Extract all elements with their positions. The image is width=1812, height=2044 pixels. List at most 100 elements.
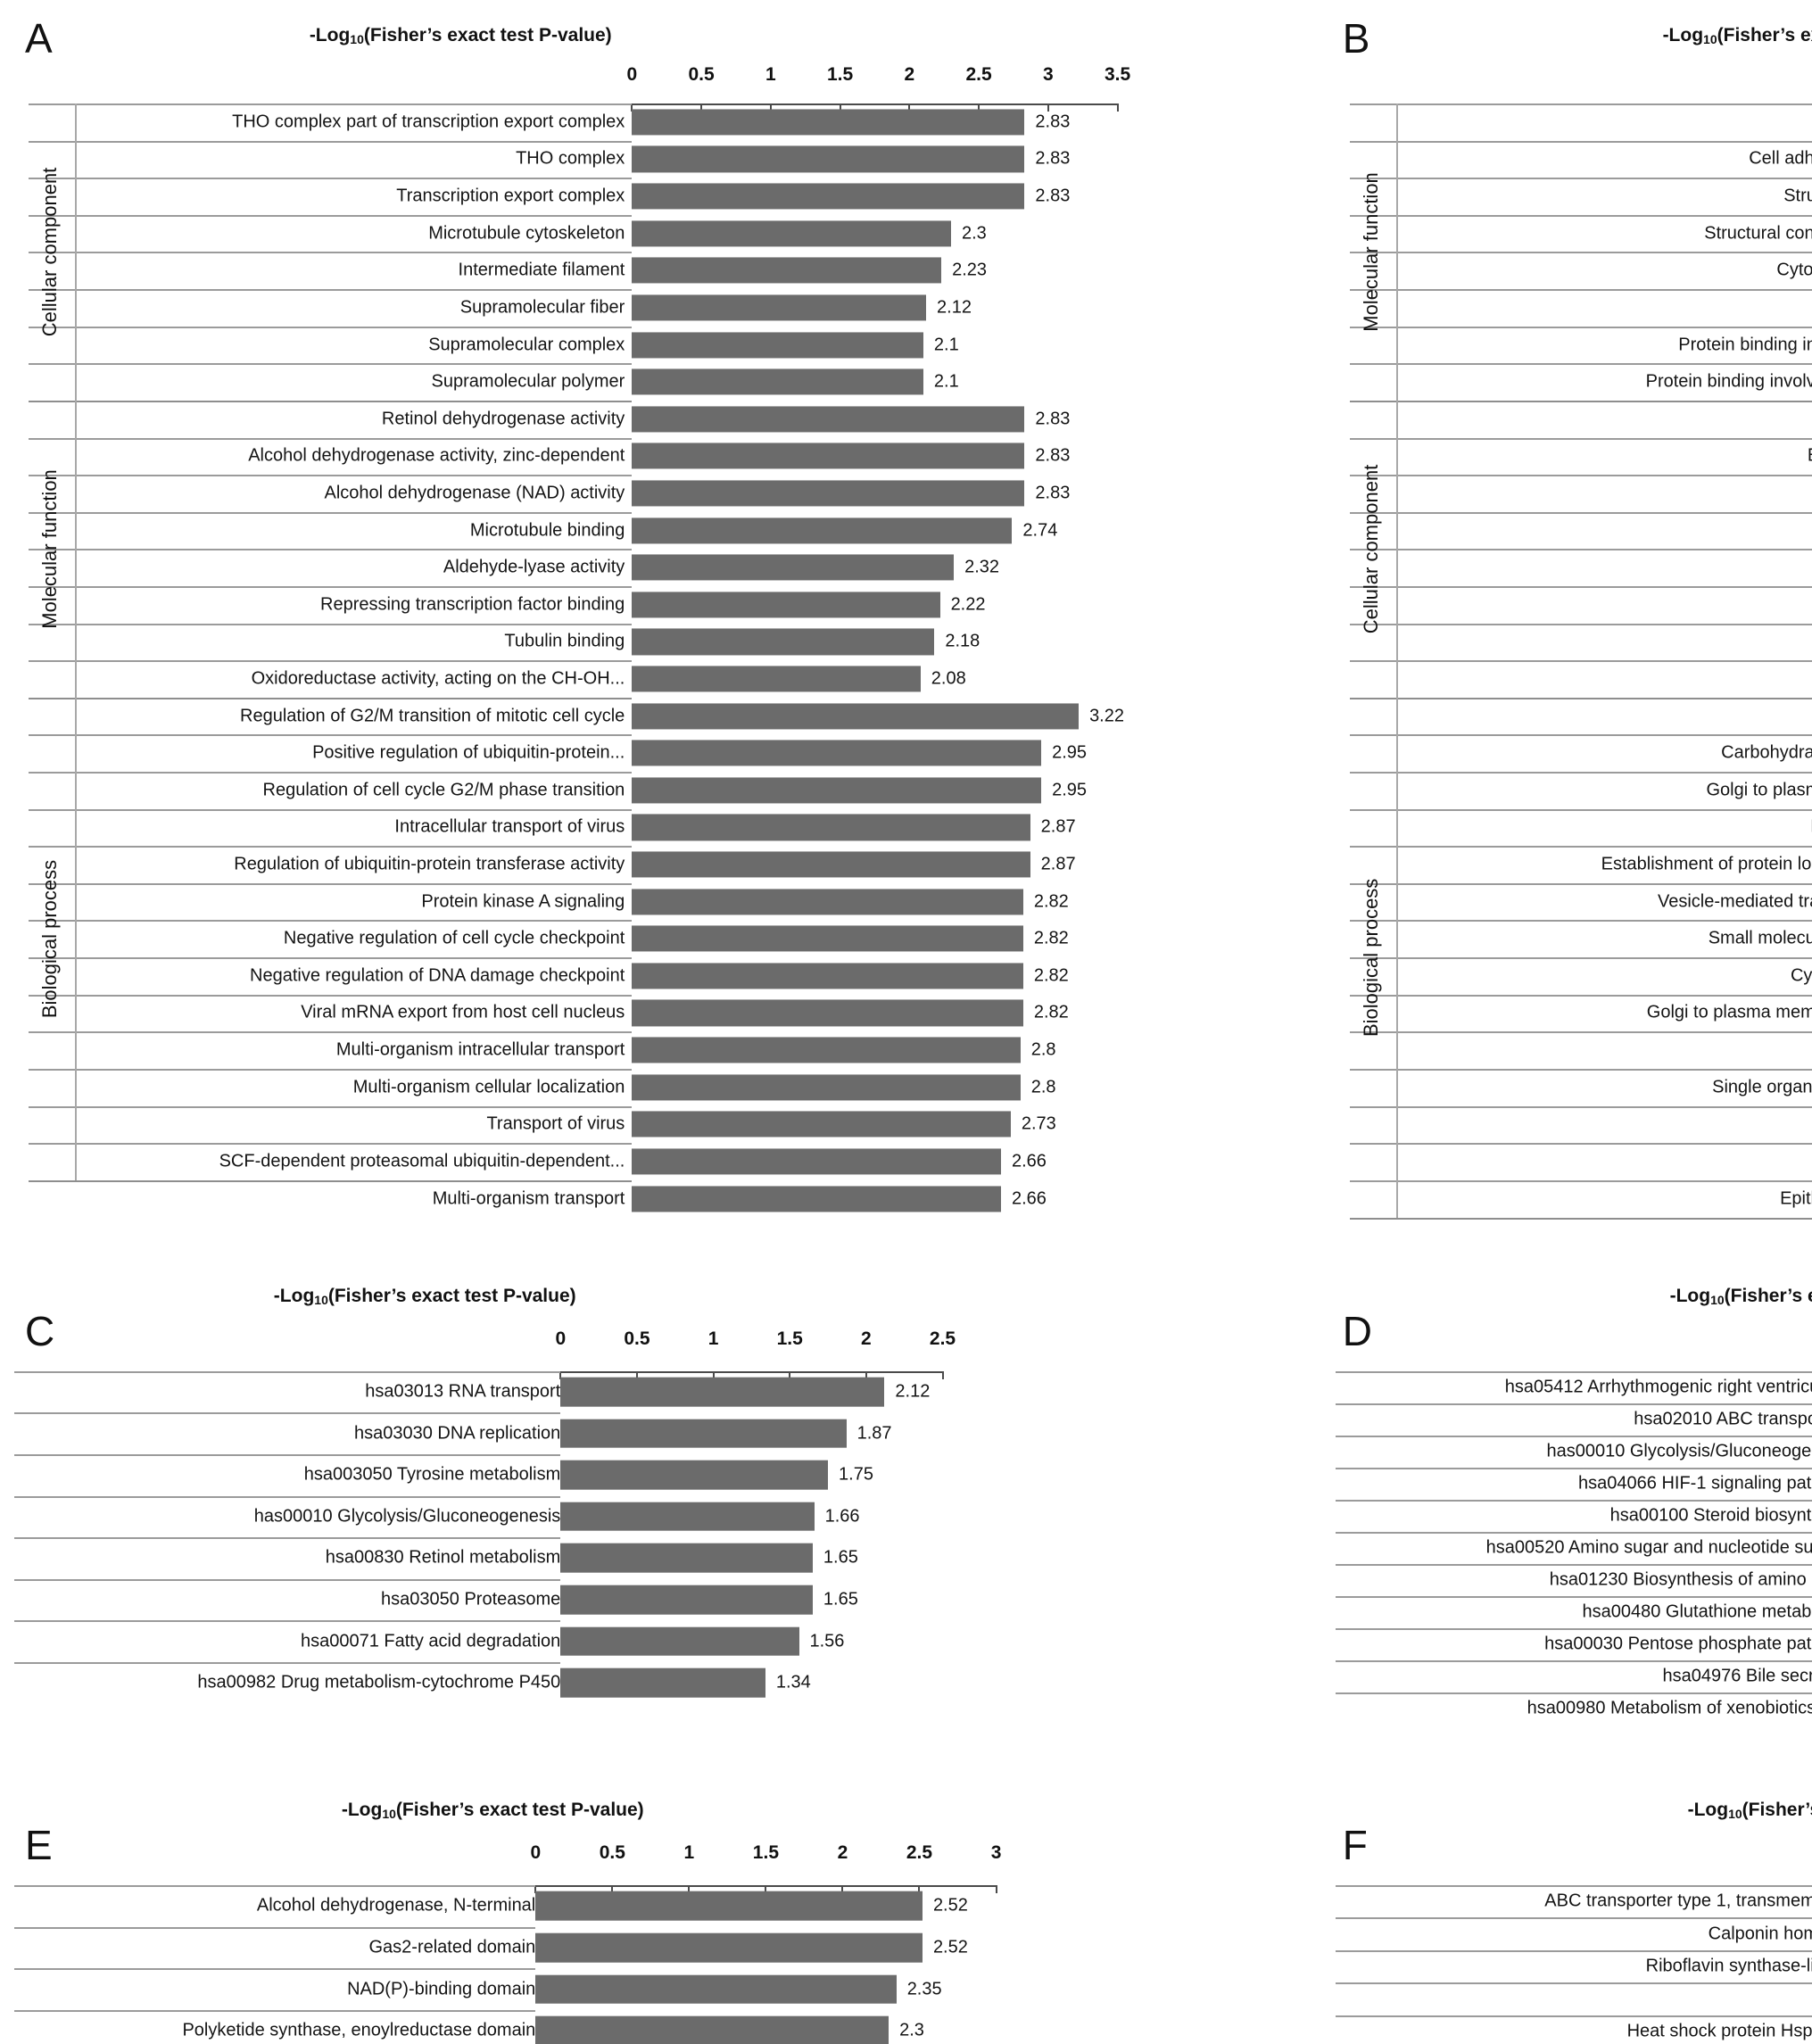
bar-value-label: 2.87	[1040, 816, 1076, 837]
table-row: Viral mRNA export from host cell nucleus…	[14, 994, 1243, 1032]
row-separator	[14, 1370, 561, 1373]
bar-value-label: 1.75	[839, 1464, 873, 1485]
category-label: SoHo domain	[1353, 1990, 1812, 2008]
bar-value-label: 2.52	[932, 1937, 968, 1957]
table-row: hsa05412 Arrhythmogenic right ventricula…	[1335, 1370, 1812, 1403]
axis-tick-label: 1.5	[776, 1328, 803, 1349]
bar-value-label: 2.1	[933, 335, 959, 354]
table-row: hsa003050 Tyrosine metabolism 1.75	[14, 1453, 1068, 1496]
category-label: hsa02010 ABC transporters	[1634, 1409, 1812, 1429]
row-separator	[1349, 363, 1812, 366]
row-separator	[1335, 1949, 1812, 1952]
bar	[560, 1626, 799, 1656]
axis-tick-mark	[712, 1370, 715, 1379]
bar-slot	[560, 1579, 942, 1621]
bar-value-label: 2.18	[945, 631, 980, 651]
row-separator	[1349, 1179, 1812, 1182]
row-separator	[29, 882, 633, 885]
bar-slot	[632, 883, 1117, 921]
bar-slot	[632, 1106, 1117, 1144]
bar-value-label: 2.83	[1035, 409, 1071, 429]
category-label: Alcohol dehydrogenase (NAD) activity	[324, 483, 625, 503]
bar-value-label: 2.87	[1040, 854, 1076, 874]
row-separator	[14, 1968, 536, 1971]
category-label: Aldehyde-lyase activity	[443, 557, 625, 577]
bar	[560, 1377, 885, 1407]
bar-slot	[632, 475, 1117, 512]
category-label: Anchoring junction	[1393, 484, 1812, 502]
category-label: Transcription export complex	[396, 186, 625, 206]
bar-slot	[632, 1180, 1117, 1218]
axis-tick-mark	[700, 103, 703, 112]
panel-letter-d: D	[1342, 1307, 1372, 1354]
category-label: Gas2-related domain	[368, 1937, 536, 1957]
category-label: Cytoskeletal protein binding	[1776, 260, 1812, 280]
category-label: Oxidoreductase activity, acting on the C…	[251, 668, 625, 689]
category-label: Calponin homology domain	[1708, 1924, 1812, 1944]
row-separator	[1349, 772, 1812, 774]
table-row: hsa02010 ABC transporters2.05	[1335, 1403, 1812, 1436]
bar-value-label: 2.82	[1033, 1002, 1069, 1022]
category-label: THO complex part of transcription export…	[232, 112, 625, 132]
axis-title: -Log10(Fisher’s exact test P-value)	[273, 1285, 576, 1307]
bar-value-label: 2.83	[1035, 112, 1071, 132]
bar	[560, 1460, 829, 1490]
category-label: hsa003050 Tyrosine metabolism	[303, 1464, 561, 1485]
category-label: hsa00980 Metabolism of xenobiotics by...	[1527, 1698, 1812, 1718]
category-label: hsa00480 Glutathione metabolism	[1582, 1601, 1812, 1622]
row-separator	[1349, 1105, 1812, 1108]
bar-slot	[632, 624, 1117, 661]
table-row: Anchoring junction8.64	[1336, 475, 1812, 512]
row-separator	[1349, 140, 1812, 143]
category-label: Golgi to plasma membrane protein transpo…	[1646, 1002, 1812, 1022]
category-label: has00010 Glycolysis/Gluconeogenesis	[253, 1506, 561, 1527]
table-row: Extracellular region part11.64	[1336, 437, 1812, 476]
bar-value-label: 2.95	[1052, 780, 1088, 800]
category-label: hsa00982 Drug metabolism-cytochrome P450	[197, 1672, 561, 1692]
axis-tick-label: 0	[626, 64, 638, 86]
table-row: ABC transporter type 1, transmembrane do…	[1335, 1885, 1812, 1917]
chart-rows: THO complex part of transcription export…	[14, 103, 1243, 1218]
table-row: Alcohol dehydrogenase activity, zinc-dep…	[14, 437, 1243, 476]
bar-slot	[632, 103, 1117, 141]
category-label: Viral mRNA export from host cell nucleus	[301, 1002, 625, 1022]
group-divider	[75, 103, 78, 401]
axis-tick-label: 1.5	[752, 1842, 780, 1864]
bar-value-label: 2.08	[931, 668, 966, 689]
row-separator	[29, 511, 633, 514]
axis-tick-mark	[995, 1885, 997, 1894]
row-separator	[14, 1537, 561, 1540]
axis-title: -Log10(Fisher’s exact test P-value)	[1687, 1799, 1812, 1821]
group-label: Cellular component	[37, 167, 61, 337]
row-separator	[1349, 289, 1812, 292]
row-separator	[29, 549, 633, 551]
bar	[632, 777, 1042, 804]
bar-slot	[560, 1662, 942, 1704]
bar	[632, 666, 921, 692]
bar-value-label: 2.35	[906, 1979, 942, 1999]
panel-f: F -Log10(Fisher’s exact test P-value) 00.5…	[1335, 1785, 1812, 2044]
bar-slot	[632, 846, 1117, 883]
table-row: Aldehyde-lyase activity 2.32	[14, 549, 1243, 586]
bar-value-label: 2.66	[1011, 1188, 1047, 1209]
bar-slot	[632, 289, 1117, 327]
category-label: Cytoskeleton organization	[1790, 965, 1812, 986]
bar	[632, 703, 1080, 730]
axis-title: -Log10(Fisher’s exact test P-value)	[309, 25, 612, 46]
table-row: Adherens junction7.79	[1336, 511, 1812, 550]
category-label: Alcohol dehydrogenase, N-terminal	[256, 1895, 536, 1916]
row-separator	[1335, 1595, 1812, 1598]
row-separator	[29, 103, 633, 106]
panel-b: B -Log10(Fisher’s exact test P-value) 0246…	[1336, 11, 1812, 1236]
bar	[632, 109, 1025, 136]
row-separator	[1349, 103, 1812, 106]
axis-tick-label: 1	[683, 1842, 695, 1864]
table-row: Microtubule cytoskeleton 2.3	[14, 214, 1243, 252]
axis-tick-mark	[688, 1885, 691, 1894]
group-separator	[29, 697, 633, 699]
row-separator	[29, 252, 633, 254]
table-row: Protein binding involved in cell adhesio…	[1336, 326, 1812, 364]
category-label: hsa00100 Steroid biosynthesis	[1609, 1505, 1812, 1526]
